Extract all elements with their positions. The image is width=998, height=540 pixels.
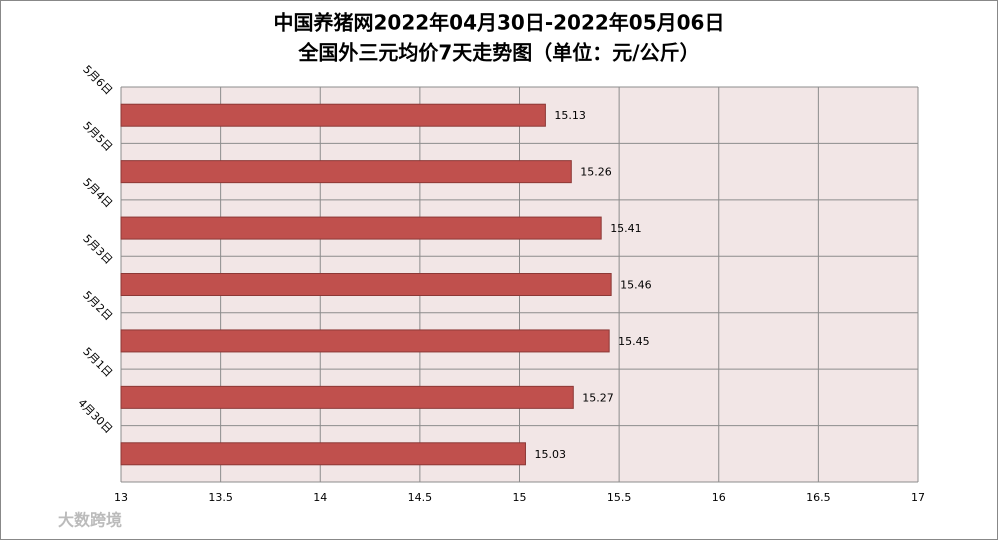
x-tick-label: 14 xyxy=(313,491,327,504)
value-label: 15.27 xyxy=(582,391,614,404)
value-label: 15.03 xyxy=(534,448,566,461)
bar xyxy=(120,103,546,127)
value-label: 15.26 xyxy=(580,166,612,179)
x-tick-label: 13 xyxy=(114,491,128,504)
bar xyxy=(120,329,610,353)
value-label: 15.45 xyxy=(618,335,650,348)
x-tick-label: 13.5 xyxy=(208,491,233,504)
x-tick-label: 17 xyxy=(911,491,925,504)
bar xyxy=(120,442,526,466)
bar xyxy=(120,385,574,409)
x-tick-label: 15 xyxy=(513,491,527,504)
bar xyxy=(120,273,612,296)
x-tick-label: 15.5 xyxy=(607,491,632,504)
watermark: 大数跨境 xyxy=(58,511,122,530)
bar xyxy=(120,160,572,184)
chart-subtitle: 全国外三元均价7天走势图（单位：元/公斤） xyxy=(297,41,699,65)
value-label: 15.46 xyxy=(620,279,652,292)
x-tick-label: 16.5 xyxy=(806,491,831,504)
bar xyxy=(120,216,602,240)
x-tick-label: 16 xyxy=(712,491,726,504)
x-tick-label: 14.5 xyxy=(408,491,433,504)
value-label: 15.13 xyxy=(554,109,586,122)
chart-title: 中国养猪网2022年04月30日-2022年05月06日 xyxy=(274,11,725,35)
value-label: 15.41 xyxy=(610,222,642,235)
